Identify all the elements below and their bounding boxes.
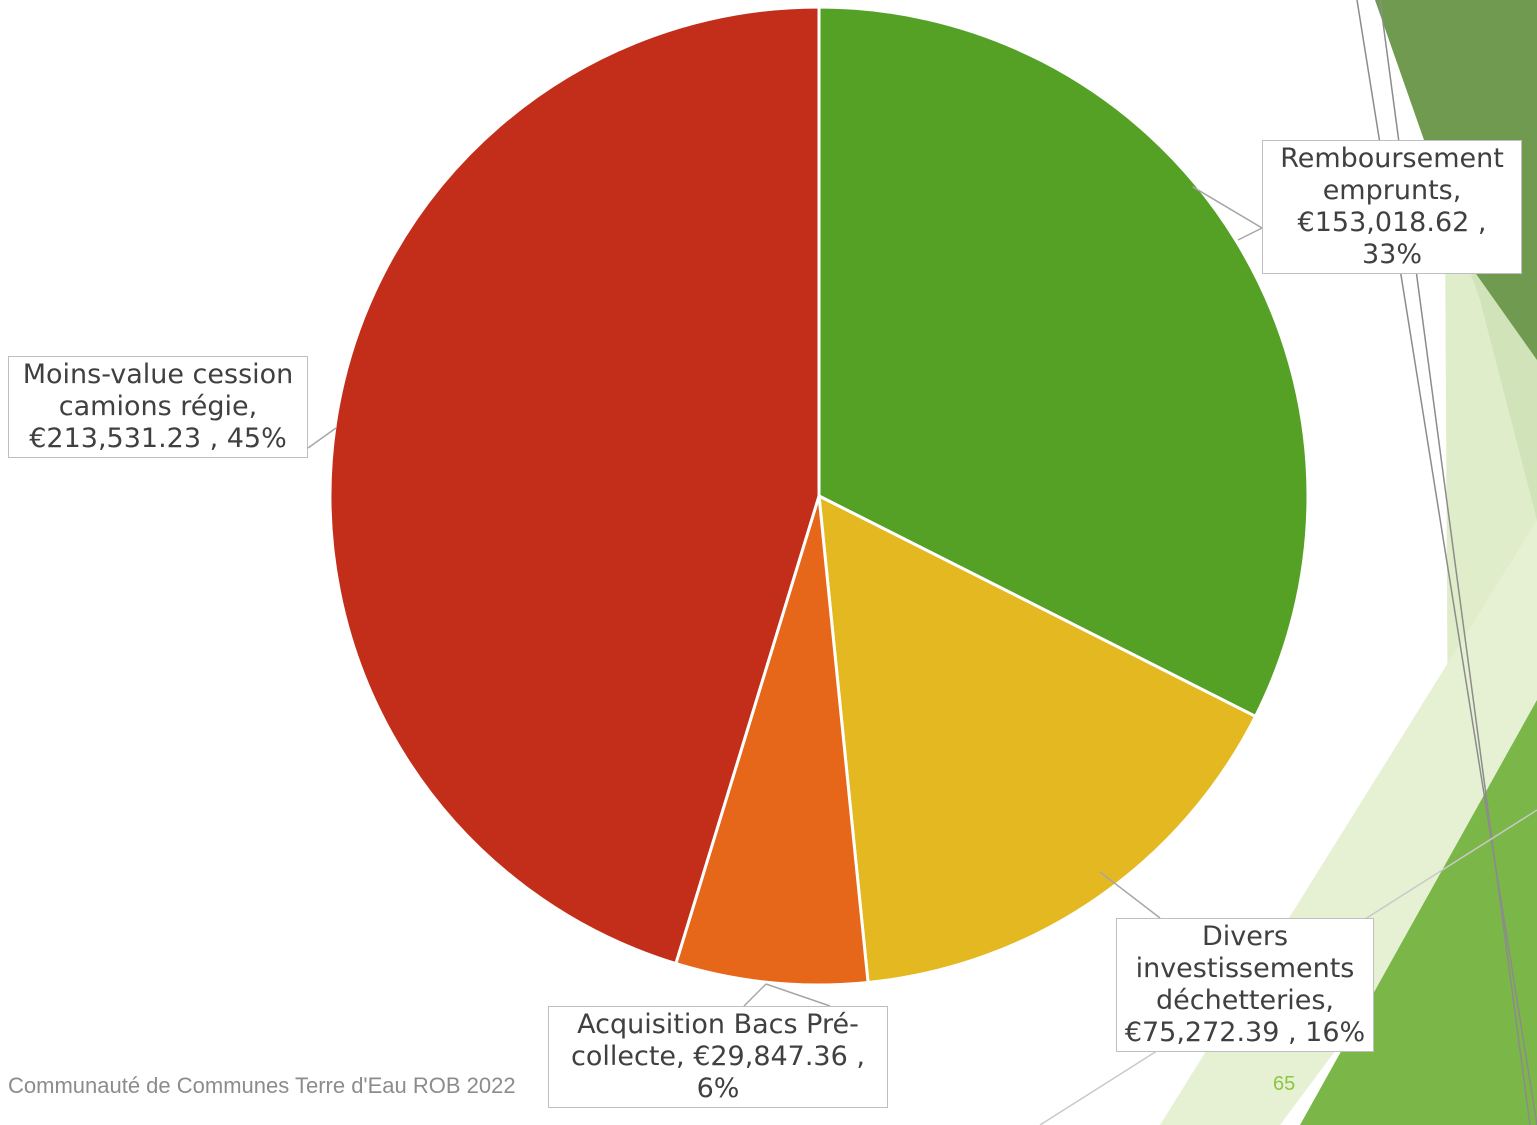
slice-remboursement <box>817 5 1310 719</box>
label-line: investissements <box>1135 953 1355 984</box>
leader-acquisition <box>743 983 767 1007</box>
slice-acquisition <box>673 495 870 987</box>
pie-slices <box>328 5 1310 987</box>
data-label-divers: Divers investissements déchetteries, €75… <box>1116 918 1374 1052</box>
label-line: 6% <box>696 1073 740 1104</box>
leader-divers <box>1099 871 1161 919</box>
label-line: collecte, €29,847.36 , <box>571 1041 865 1072</box>
slice-divers <box>817 493 1258 985</box>
label-line: €213,531.23 , 45% <box>29 423 287 454</box>
slice-moins-value <box>328 5 821 966</box>
label-line: Acquisition Bacs Pré- <box>577 1009 859 1040</box>
label-line: camions régie, <box>58 391 258 422</box>
leader-acquisition-2 <box>765 983 831 1007</box>
data-label-moins-value: Moins-value cession camions régie, €213,… <box>8 356 308 458</box>
data-label-remboursement: Remboursement emprunts, €153,018.62 , 33… <box>1262 140 1522 274</box>
label-line: Divers <box>1201 921 1289 952</box>
label-line: Moins-value cession <box>22 359 294 390</box>
footer-text: Communauté de Communes Terre d'Eau ROB 2… <box>8 1073 516 1098</box>
label-line: Remboursement <box>1280 143 1504 174</box>
deco-dark-band <box>1375 0 1537 520</box>
label-line: €153,018.62 , 33% <box>1297 207 1487 270</box>
data-label-acquisition: Acquisition Bacs Pré- collecte, €29,847.… <box>548 1006 888 1108</box>
leader-moins-value <box>307 427 337 449</box>
page-number: 65 <box>1273 1073 1296 1095</box>
label-line: déchetteries, <box>1156 985 1334 1016</box>
label-line: emprunts, <box>1322 175 1462 206</box>
label-line: €75,272.39 , 16% <box>1124 1017 1366 1048</box>
